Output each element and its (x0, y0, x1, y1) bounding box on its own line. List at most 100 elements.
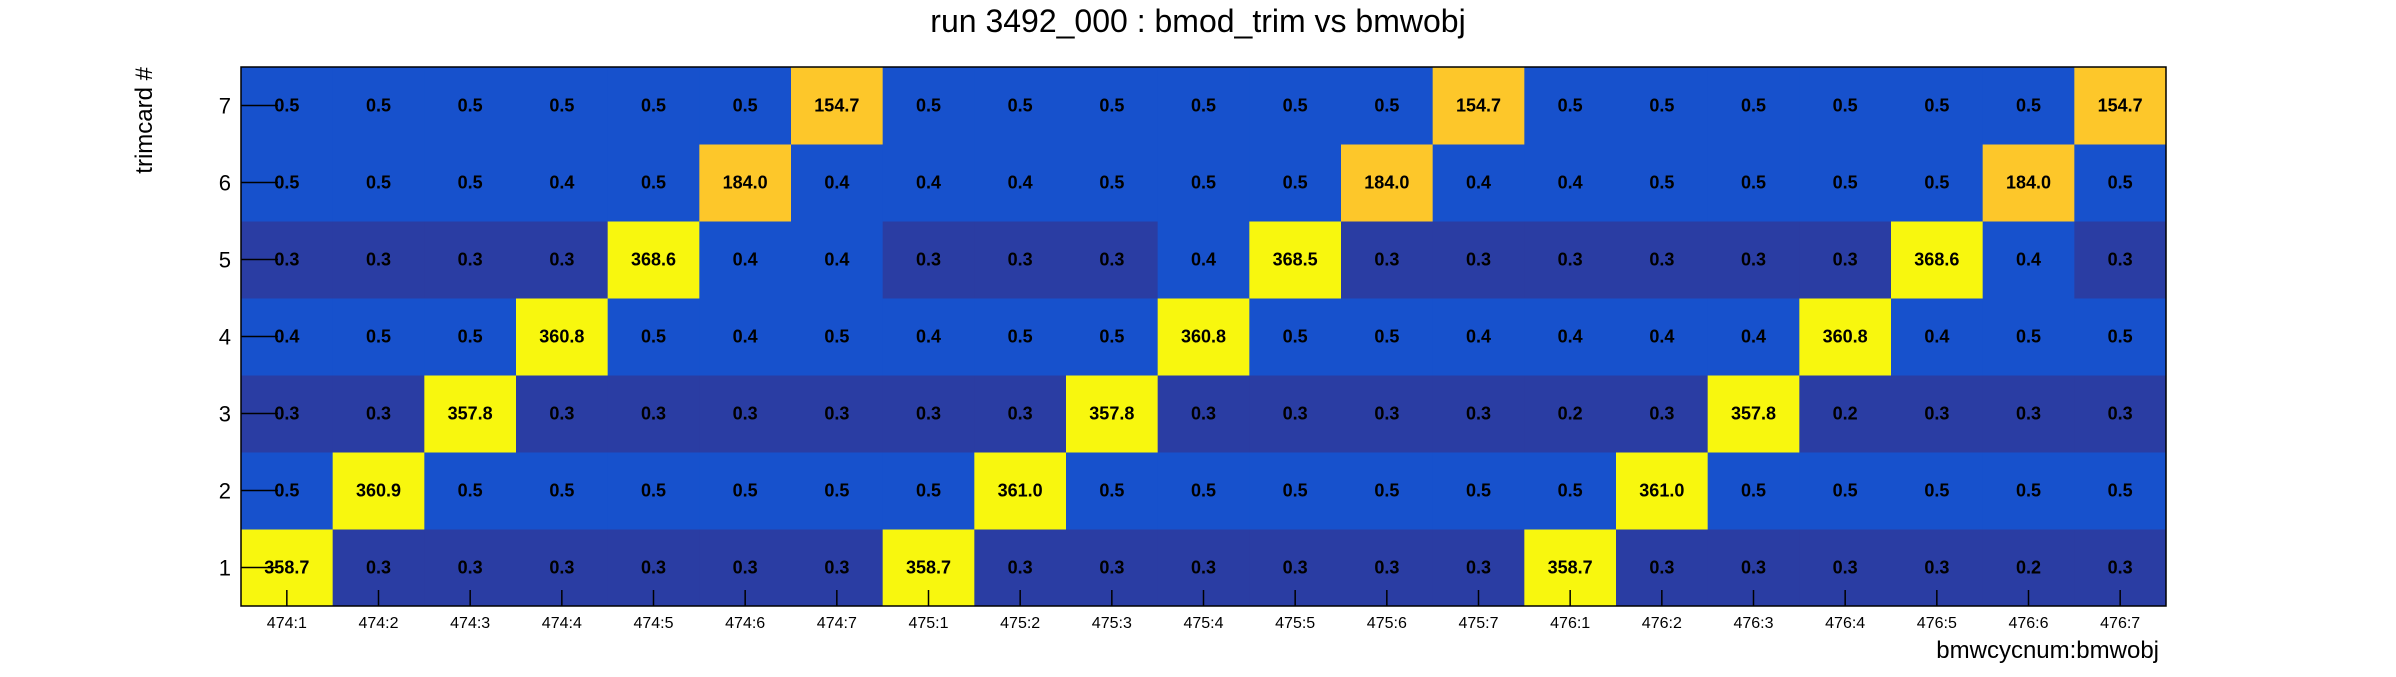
cell-value-label: 0.5 (1741, 481, 1766, 501)
heatmap-cell (1616, 144, 1709, 222)
x-tick-label: 476:5 (1917, 615, 1957, 632)
heatmap-cell (699, 298, 792, 376)
cell-value-label: 0.3 (2108, 250, 2133, 270)
cell-value-label: 357.8 (448, 404, 493, 424)
heatmap-cell (699, 144, 792, 222)
heatmap-cell (1341, 298, 1434, 376)
heatmap-cell (1341, 221, 1434, 299)
x-tick-label: 476:3 (1733, 615, 1773, 632)
heatmap-cell (1707, 144, 1800, 222)
heatmap-cell (516, 298, 609, 376)
cell-value-label: 368.6 (631, 250, 676, 270)
heatmap-cell (1616, 67, 1709, 145)
heatmap-cell (974, 375, 1067, 453)
heatmap-cell (882, 375, 975, 453)
heatmap-cell (1982, 452, 2075, 530)
cell-value-label: 0.4 (733, 327, 758, 347)
cell-value-label: 0.3 (366, 250, 391, 270)
cell-value-label: 0.5 (1833, 173, 1858, 193)
cell-value-label: 0.5 (274, 173, 299, 193)
cell-value-label: 0.5 (1283, 173, 1308, 193)
cell-value-label: 0.5 (1099, 327, 1124, 347)
cell-value-label: 0.4 (1466, 173, 1491, 193)
cell-value-label: 0.3 (1924, 558, 1949, 578)
cell-value-label: 0.3 (1649, 404, 1674, 424)
cell-value-label: 0.5 (1924, 173, 1949, 193)
cell-value-label: 0.5 (1374, 96, 1399, 116)
x-tick-label: 474:3 (450, 615, 490, 632)
x-tick-label: 474:1 (267, 615, 307, 632)
cell-value-label: 154.7 (814, 96, 859, 116)
heatmap-cell (1891, 298, 1984, 376)
cell-value-label: 0.5 (1283, 96, 1308, 116)
cell-value-label: 184.0 (1364, 173, 1409, 193)
cell-value-label: 358.7 (1548, 558, 1593, 578)
x-tick-label: 475:7 (1458, 615, 1498, 632)
heatmap-cell (1432, 375, 1525, 453)
heatmap-cell (1891, 452, 1984, 530)
x-tick-label: 475:5 (1275, 615, 1315, 632)
heatmap-cell (1524, 375, 1617, 453)
cell-value-label: 0.5 (733, 96, 758, 116)
x-tick-label: 475:6 (1367, 615, 1407, 632)
heatmap-cell (1982, 221, 2075, 299)
cell-value-label: 0.5 (641, 481, 666, 501)
heatmap-cell (1157, 298, 1250, 376)
heatmap-cell (1341, 375, 1434, 453)
cell-value-label: 0.3 (1649, 250, 1674, 270)
cell-value-label: 0.3 (1741, 558, 1766, 578)
heatmap-cell (1249, 375, 1342, 453)
cell-value-label: 357.8 (1731, 404, 1776, 424)
heatmap-cell (791, 67, 884, 145)
cell-value-label: 360.9 (356, 481, 401, 501)
cell-value-label: 0.3 (824, 404, 849, 424)
cell-value-label: 368.6 (1914, 250, 1959, 270)
cell-value-label: 0.4 (1558, 327, 1583, 347)
x-tick-label: 476:6 (2008, 615, 2048, 632)
cell-value-label: 0.3 (733, 404, 758, 424)
heatmap-cell (974, 452, 1067, 530)
heatmap-cell (2074, 221, 2167, 299)
heatmap-cell (791, 375, 884, 453)
heatmap-cell (1341, 452, 1434, 530)
heatmap-cell (1066, 375, 1159, 453)
heatmap-cell (699, 221, 792, 299)
heatmap-cell (882, 221, 975, 299)
heatmap-cell (516, 375, 609, 453)
cell-value-label: 184.0 (2006, 173, 2051, 193)
heatmap-cell (332, 67, 425, 145)
cell-value-label: 0.5 (274, 96, 299, 116)
cell-value-label: 0.5 (916, 96, 941, 116)
cell-value-label: 0.3 (2016, 404, 2041, 424)
cell-value-label: 0.3 (1099, 558, 1124, 578)
y-tick-label: 1 (219, 556, 231, 581)
cell-value-label: 0.3 (641, 558, 666, 578)
heatmap-cell (1799, 144, 1892, 222)
cell-value-label: 0.3 (366, 558, 391, 578)
x-tick-label: 475:1 (908, 615, 948, 632)
x-tick-label: 474:7 (817, 615, 857, 632)
heatmap-cell (1616, 375, 1709, 453)
heatmap-cell (1432, 298, 1525, 376)
heatmap-cell (699, 452, 792, 530)
cell-value-label: 0.3 (1649, 558, 1674, 578)
heatmap-cell (607, 375, 700, 453)
y-axis: 1 2 3 4 5 6 7 (219, 94, 278, 581)
cell-value-label: 0.5 (1466, 481, 1491, 501)
cell-value-label: 0.3 (549, 404, 574, 424)
cell-value-label: 0.4 (1924, 327, 1949, 347)
cell-value-label: 0.5 (458, 327, 483, 347)
x-tick-label: 475:4 (1183, 615, 1223, 632)
heatmap-cell (516, 452, 609, 530)
heatmap-cell (332, 375, 425, 453)
heatmap-cell (1982, 375, 2075, 453)
heatmap-cell (1707, 67, 1800, 145)
cell-value-label: 0.5 (458, 173, 483, 193)
y-tick-label: 5 (219, 248, 231, 273)
cell-value-label: 0.3 (1374, 250, 1399, 270)
heatmap-cell (607, 67, 700, 145)
x-tick-label: 476:1 (1550, 615, 1590, 632)
cell-value-label: 0.3 (641, 404, 666, 424)
heatmap-cell (1432, 67, 1525, 145)
cell-value-label: 0.4 (733, 250, 758, 270)
